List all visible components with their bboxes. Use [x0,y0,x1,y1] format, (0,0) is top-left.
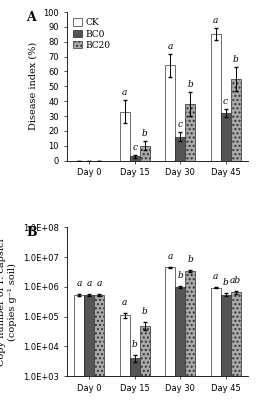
Text: a: a [122,88,127,97]
Bar [231,292,241,400]
Bar [221,113,231,160]
Bar [84,294,94,400]
Bar [231,79,241,160]
Bar [185,104,195,160]
Text: c: c [223,97,228,106]
Bar [165,268,175,400]
Text: c: c [178,120,183,129]
Legend: CK, BC0, BC20: CK, BC0, BC20 [71,16,112,52]
Bar [211,34,221,160]
Text: a: a [167,42,173,51]
Bar [120,315,130,400]
Text: c: c [132,143,137,152]
Text: b: b [233,55,239,64]
Bar [130,156,140,160]
Text: B: B [27,226,37,239]
Bar [120,112,130,160]
Text: b: b [223,278,228,287]
Text: a: a [87,279,92,288]
Bar [94,295,104,400]
Bar [175,287,185,400]
Text: b: b [187,255,193,264]
Bar [140,326,150,400]
Bar [140,146,150,160]
Text: ab: ab [230,276,241,285]
Text: b: b [177,270,183,280]
Text: a: a [213,16,218,25]
Text: A: A [27,10,36,24]
Text: b: b [132,340,137,349]
Bar [211,288,221,400]
Text: b: b [187,80,193,89]
Text: b: b [142,307,148,316]
Bar [165,66,175,160]
Bar [74,294,84,400]
Text: a: a [97,279,102,288]
Bar [221,294,231,400]
Text: a: a [122,298,127,307]
Y-axis label: Copy number of P. capsici
(copies g⁻¹ soil): Copy number of P. capsici (copies g⁻¹ so… [0,238,17,366]
Bar [185,271,195,400]
Text: a: a [167,252,173,261]
Bar [130,358,140,400]
Text: a: a [77,279,82,288]
Text: b: b [142,129,148,138]
Bar [175,137,185,160]
Text: a: a [213,272,218,281]
Y-axis label: Disease index (%): Disease index (%) [29,42,38,130]
